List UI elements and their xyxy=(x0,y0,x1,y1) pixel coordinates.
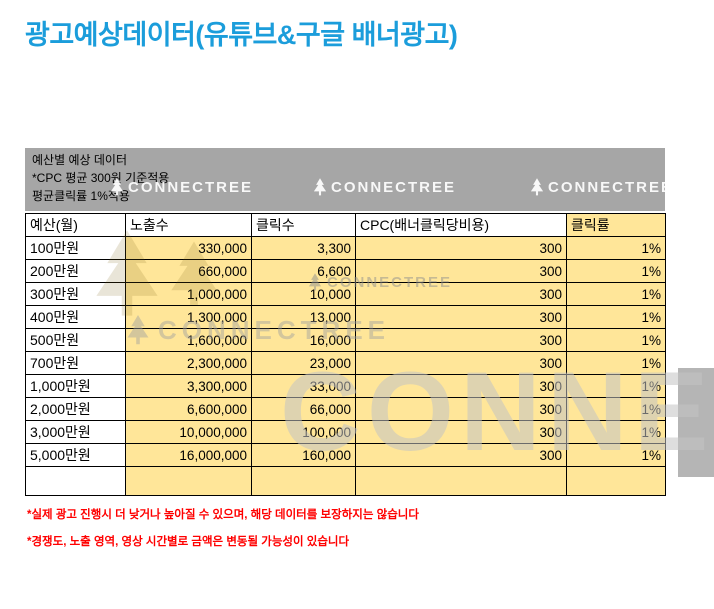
clicks-cell: 6,600 xyxy=(251,259,356,283)
header-ctr: 클릭률 xyxy=(566,213,666,237)
clicks-cell: 33,000 xyxy=(251,374,356,398)
ctr-cell: 1% xyxy=(566,305,666,329)
table-row: 1,000만원 3,300,000 33,000 300 1% xyxy=(25,374,666,398)
watermark-edge-fragment xyxy=(678,368,714,477)
clicks-cell: 23,000 xyxy=(251,351,356,375)
budget-cell: 3,000만원 xyxy=(25,420,126,444)
ctr-cell: 1% xyxy=(566,259,666,283)
table-row: 700만원 2,300,000 23,000 300 1% xyxy=(25,351,666,375)
budget-cell: 100만원 xyxy=(25,236,126,260)
clicks-cell xyxy=(251,466,356,496)
cpc-cell: 300 xyxy=(355,305,567,329)
budget-cell: 1,000만원 xyxy=(25,374,126,398)
budget-cell: 2,000만원 xyxy=(25,397,126,421)
page-title: 광고예상데이터(유튜브&구글 배너광고) xyxy=(25,20,458,50)
table-header-row: 예산(월) 노출수 클릭수 CPC(배너클릭당비용) 클릭률 xyxy=(25,213,666,237)
info-line-3: 평균클릭률 1%적용 xyxy=(32,189,130,203)
clicks-cell: 13,000 xyxy=(251,305,356,329)
connectree-watermark: CONNECTREE xyxy=(110,178,253,196)
cpc-cell: 300 xyxy=(355,328,567,352)
cpc-cell: 300 xyxy=(355,420,567,444)
budget-cell xyxy=(25,466,126,496)
cpc-cell: 300 xyxy=(355,259,567,283)
tree-icon xyxy=(110,178,124,196)
budget-cell: 5,000만원 xyxy=(25,443,126,467)
budget-cell: 200만원 xyxy=(25,259,126,283)
table-row: 2,000만원 6,600,000 66,000 300 1% xyxy=(25,397,666,421)
cpc-cell xyxy=(355,466,567,496)
ctr-cell xyxy=(566,466,666,496)
ctr-cell: 1% xyxy=(566,351,666,375)
ctr-cell: 1% xyxy=(566,328,666,352)
budget-cell: 500만원 xyxy=(25,328,126,352)
clicks-cell: 160,000 xyxy=(251,443,356,467)
info-line-1: 예산별 예상 데이터 xyxy=(32,153,127,167)
cpc-cell: 300 xyxy=(355,236,567,260)
impressions-cell xyxy=(125,466,252,496)
footnote-disclaimer-1: *실제 광고 진행시 더 낮거나 높아질 수 있으며, 해당 데이터를 보장하지… xyxy=(27,509,419,521)
header-budget: 예산(월) xyxy=(25,213,126,237)
tree-icon xyxy=(313,178,327,196)
impressions-cell: 1,600,000 xyxy=(125,328,252,352)
ad-forecast-table: 예산(월) 노출수 클릭수 CPC(배너클릭당비용) 클릭률 100만원 330… xyxy=(25,213,666,496)
ctr-cell: 1% xyxy=(566,236,666,260)
ctr-cell: 1% xyxy=(566,282,666,306)
connectree-watermark: CONNECTREE xyxy=(530,178,673,196)
cpc-cell: 300 xyxy=(355,443,567,467)
info-box: 예산별 예상 데이터 *CPC 평균 300원 기준적용 평균클릭률 1%적용 … xyxy=(25,148,671,211)
clicks-cell: 10,000 xyxy=(251,282,356,306)
budget-cell: 400만원 xyxy=(25,305,126,329)
impressions-cell: 6,600,000 xyxy=(125,397,252,421)
impressions-cell: 3,300,000 xyxy=(125,374,252,398)
table-row: 5,000만원 16,000,000 160,000 300 1% xyxy=(25,443,666,467)
impressions-cell: 1,300,000 xyxy=(125,305,252,329)
header-impressions: 노출수 xyxy=(125,213,252,237)
impressions-cell: 16,000,000 xyxy=(125,443,252,467)
watermark-text: CONNECTREE xyxy=(128,178,254,196)
table-row-empty xyxy=(25,466,666,496)
footnote-disclaimer-2: *경쟁도, 노출 영역, 영상 시간별로 금액은 변동될 가능성이 있습니다 xyxy=(27,536,350,548)
budget-cell: 700만원 xyxy=(25,351,126,375)
cpc-cell: 300 xyxy=(355,351,567,375)
connectree-watermark: CONNECTREE xyxy=(313,178,456,196)
cpc-cell: 300 xyxy=(355,397,567,421)
ctr-cell: 1% xyxy=(566,397,666,421)
cpc-cell: 300 xyxy=(355,374,567,398)
impressions-cell: 10,000,000 xyxy=(125,420,252,444)
ctr-cell: 1% xyxy=(566,374,666,398)
table-row: 3,000만원 10,000,000 100,000 300 1% xyxy=(25,420,666,444)
impressions-cell: 330,000 xyxy=(125,236,252,260)
table-row: 200만원 660,000 6,600 300 1% xyxy=(25,259,666,283)
clicks-cell: 100,000 xyxy=(251,420,356,444)
header-clicks: 클릭수 xyxy=(251,213,356,237)
impressions-cell: 660,000 xyxy=(125,259,252,283)
clicks-cell: 3,300 xyxy=(251,236,356,260)
table-row: 100만원 330,000 3,300 300 1% xyxy=(25,236,666,260)
watermark-text: CONNECTREE xyxy=(331,178,457,196)
impressions-cell: 1,000,000 xyxy=(125,282,252,306)
table-row: 500만원 1,600,000 16,000 300 1% xyxy=(25,328,666,352)
budget-cell: 300만원 xyxy=(25,282,126,306)
watermark-text: CONNECTREE xyxy=(548,178,674,196)
impressions-cell: 2,300,000 xyxy=(125,351,252,375)
clicks-cell: 66,000 xyxy=(251,397,356,421)
ctr-cell: 1% xyxy=(566,443,666,467)
table-row: 400만원 1,300,000 13,000 300 1% xyxy=(25,305,666,329)
clicks-cell: 16,000 xyxy=(251,328,356,352)
ctr-cell: 1% xyxy=(566,420,666,444)
cpc-cell: 300 xyxy=(355,282,567,306)
tree-icon xyxy=(530,178,544,196)
header-cpc: CPC(배너클릭당비용) xyxy=(355,213,567,237)
info-line-2: *CPC 평균 300원 기준적용 xyxy=(32,171,170,185)
table-row: 300만원 1,000,000 10,000 300 1% xyxy=(25,282,666,306)
